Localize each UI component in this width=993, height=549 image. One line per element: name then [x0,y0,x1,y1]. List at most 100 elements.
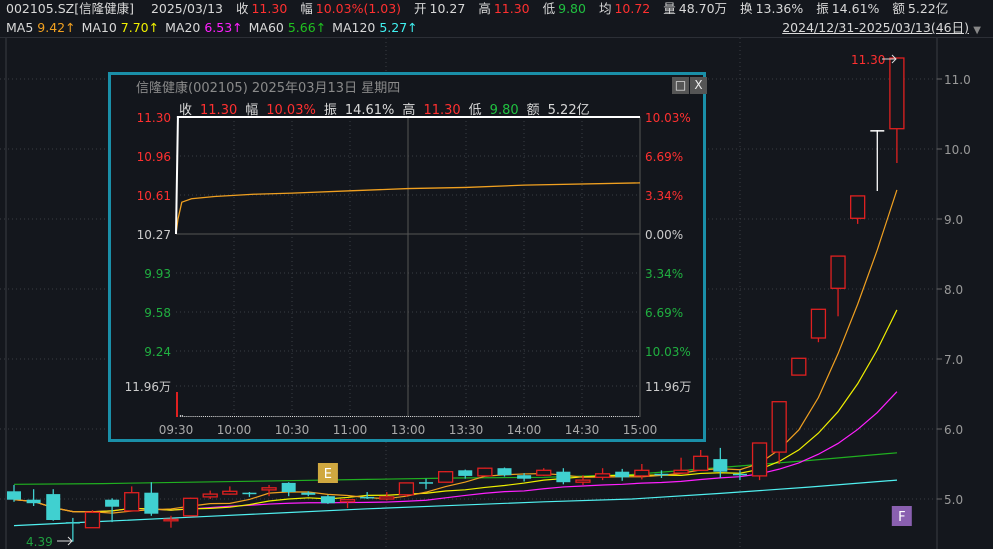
volume-bar [452,416,454,417]
volume-bar [504,416,506,417]
volume-value: 48.70万 [678,1,728,16]
amplitude-value: 14.61% [831,1,880,16]
volume-bar [446,416,448,417]
candle [105,498,120,523]
volume-bar [257,416,259,417]
volume-bar [481,416,483,417]
event-marker-label: F [898,510,905,525]
candle-body [810,308,827,339]
ma5-line [13,189,898,514]
volume-bar [247,416,249,417]
volume-bar [197,416,199,417]
volume-bar [516,416,518,417]
candle [124,486,140,512]
candle-body [556,471,571,483]
volume-bar [355,416,357,417]
maximize-icon[interactable]: □ [672,77,689,94]
volume-bar [574,416,576,417]
volume-tick-label-right: 11.96万 [645,380,691,394]
volume-bar [442,416,444,417]
volume-bar [226,416,228,417]
candle-body [477,467,493,477]
y-tick-label: 7.0 [944,353,963,367]
volume-tick-label: 11.96万 [125,380,171,394]
volume-bar [597,416,599,417]
volume-bar [301,416,303,417]
info-value: 5.22亿 [547,103,590,118]
volume-bar [547,416,549,417]
candle [713,447,728,478]
low-price-label: 4.39 [26,535,53,549]
candle [497,467,512,477]
date-range-link[interactable]: 2024/12/31-2025/03/13(46日) [782,20,969,35]
candle-body [242,492,257,495]
volume-bar [351,416,353,417]
volume-bar [535,416,537,417]
volume-bar [390,416,392,417]
volume-bar [203,416,205,417]
volume-bar [232,416,234,417]
volume-bar [444,416,446,417]
candle-body [163,518,179,522]
volume-bar [295,416,297,417]
volume-bar [611,416,612,417]
volume-bar [466,416,467,417]
candle-body [84,511,101,529]
dropdown-triangle-icon[interactable]: ▼ [973,25,981,36]
volume-bar [179,415,181,417]
candle [379,492,395,501]
event-marker-f [891,506,912,526]
info-label: 幅 [245,103,259,118]
candle [26,489,41,506]
candle-body [419,482,434,484]
volume-bar [487,416,489,417]
volume-bar [539,416,541,417]
volume-bar [305,416,307,417]
volume-bar [448,416,450,417]
left-tick-label: 10.96 [137,150,171,164]
x-tick-label: 15:00 [623,423,658,437]
volume-bar [284,416,286,417]
arrow-right-icon [882,54,897,64]
volume-bar [479,416,481,417]
turnover-value: 13.36% [755,1,804,16]
volume-bar [607,416,609,417]
candle [339,499,356,509]
close-icon[interactable]: X [690,77,707,94]
volume-bar [618,416,620,417]
ma-value: 6.53↑ [204,20,243,35]
left-tick-label: 9.93 [144,267,171,281]
volume-bar [417,416,419,417]
volume-bar [616,416,618,417]
turnover-label: 换 [740,1,753,16]
amount-value: 5.22亿 [907,1,949,16]
avg-value: 10.72 [614,1,651,16]
volume-bar [454,416,456,417]
volume-bar [508,416,510,417]
ma-value: 7.70↑ [120,20,160,35]
volume-bar [245,416,247,417]
change-label: 幅 [300,1,313,16]
candle [7,485,21,502]
volume-bar [201,416,203,417]
volume-bar [191,416,193,417]
volume-bar [344,416,346,417]
volume-bar [524,416,525,417]
volume-bar [419,416,421,417]
candle-body [830,255,846,289]
intraday-popup[interactable]: 信隆健康(002105) 2025年03月13日 星期四 □ X 收 11.30 幅… [108,72,707,442]
volume-bar [176,392,178,417]
candle [634,464,650,480]
candle [556,468,571,485]
volume-bar [593,416,595,417]
candle [615,468,630,481]
volume-bar [485,416,487,417]
x-tick-label: 10:00 [217,423,252,437]
candle-body [281,482,296,492]
candle-body [536,469,552,476]
volume-bar [348,416,350,417]
volume-bar [595,416,597,417]
volume-bar [529,416,531,417]
volume-bar [601,416,603,417]
candle [575,475,591,485]
